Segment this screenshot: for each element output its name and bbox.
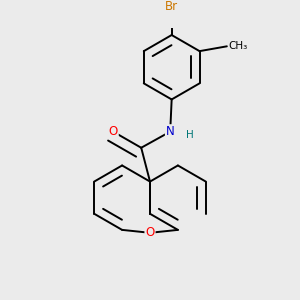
Text: CH₃: CH₃ bbox=[228, 41, 248, 51]
Text: O: O bbox=[109, 125, 118, 138]
Text: H: H bbox=[186, 130, 194, 140]
Text: O: O bbox=[146, 226, 154, 239]
Text: N: N bbox=[166, 125, 175, 138]
Text: Br: Br bbox=[165, 0, 178, 13]
